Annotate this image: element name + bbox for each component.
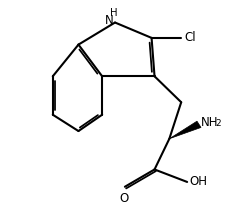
Text: H: H: [110, 7, 117, 17]
Text: O: O: [119, 192, 128, 205]
Text: 2: 2: [214, 119, 220, 128]
Polygon shape: [169, 121, 200, 139]
Text: OH: OH: [188, 176, 206, 188]
Text: Cl: Cl: [183, 31, 195, 44]
Text: NH: NH: [200, 116, 217, 129]
Text: N: N: [104, 14, 113, 27]
